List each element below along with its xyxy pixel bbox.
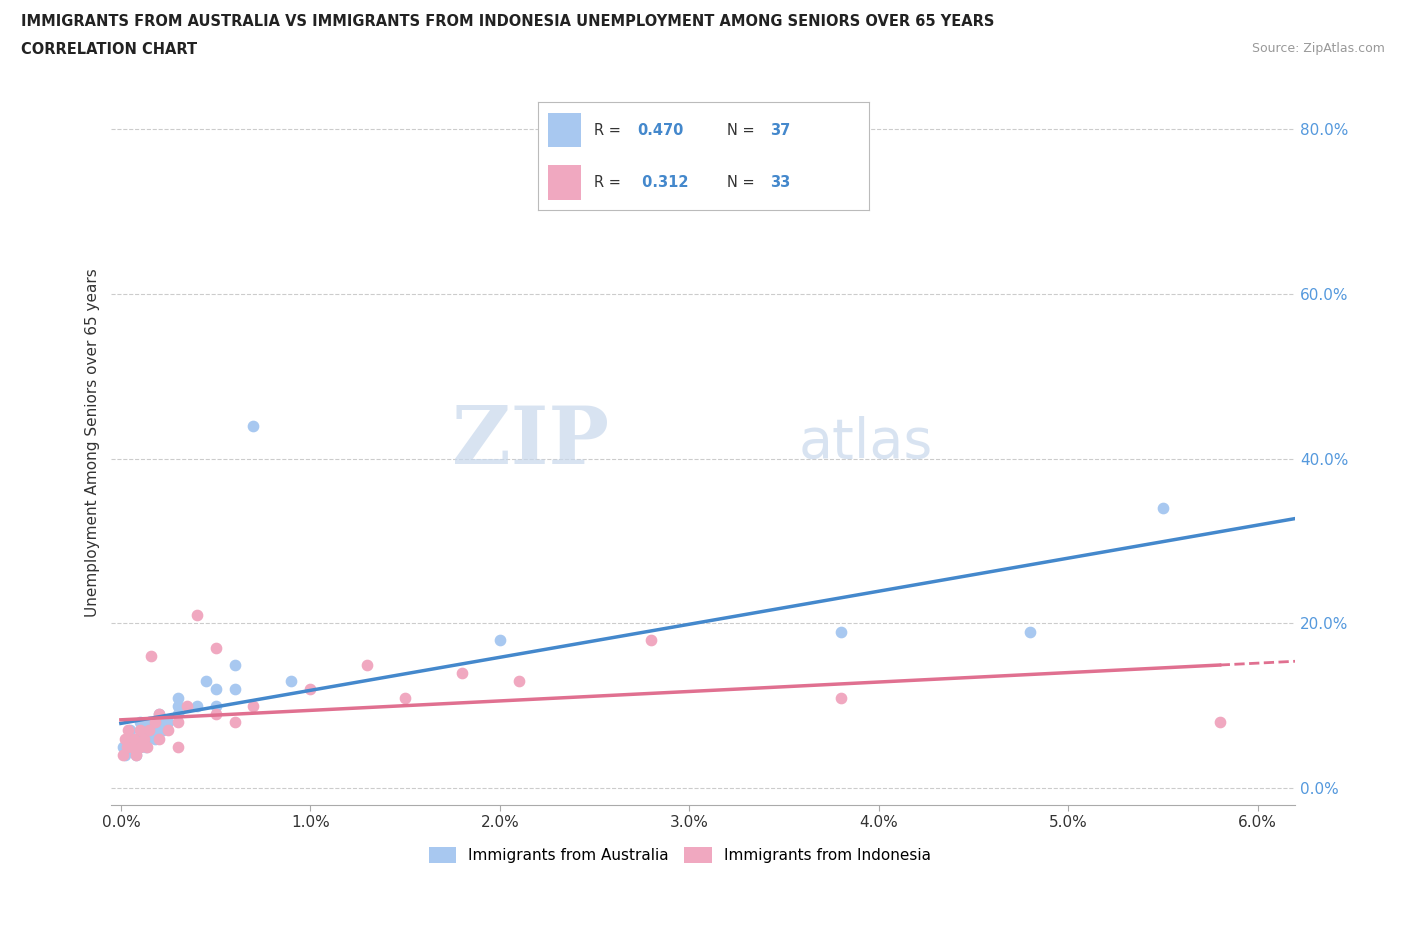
Point <box>138 723 160 737</box>
Point <box>186 607 208 622</box>
Point <box>128 739 150 754</box>
Point <box>204 682 226 697</box>
Point <box>121 739 143 754</box>
Text: IMMIGRANTS FROM AUSTRALIA VS IMMIGRANTS FROM INDONESIA UNEMPLOYMENT AMONG SENIOR: IMMIGRANTS FROM AUSTRALIA VS IMMIGRANTS … <box>21 14 994 29</box>
Point <box>128 715 150 730</box>
Point <box>204 707 226 722</box>
Point <box>157 723 180 737</box>
Point <box>143 715 166 730</box>
Point <box>166 707 188 722</box>
Point <box>138 715 160 730</box>
Point <box>1208 715 1230 730</box>
Point <box>204 698 226 713</box>
Point <box>128 739 150 754</box>
Legend: Immigrants from Australia, Immigrants from Indonesia: Immigrants from Australia, Immigrants fr… <box>422 841 936 870</box>
Point <box>299 682 322 697</box>
Point <box>640 632 662 647</box>
Point <box>186 698 208 713</box>
Point <box>120 723 142 737</box>
Point <box>134 739 156 754</box>
Point <box>508 673 530 688</box>
Point <box>166 690 188 705</box>
Point <box>830 690 852 705</box>
Point <box>117 723 139 737</box>
Point <box>115 739 138 754</box>
Point <box>141 649 163 664</box>
Point <box>141 723 163 737</box>
Point <box>125 748 148 763</box>
Point <box>152 723 174 737</box>
Point <box>148 707 170 722</box>
Point <box>148 707 170 722</box>
Point <box>132 723 155 737</box>
Point <box>204 641 226 656</box>
Point <box>1152 500 1174 515</box>
Point <box>242 418 264 433</box>
Point <box>830 624 852 639</box>
Text: atlas: atlas <box>799 416 932 470</box>
Point <box>114 748 136 763</box>
Point <box>166 739 188 754</box>
Point <box>111 739 134 754</box>
Point <box>136 731 159 746</box>
Point <box>114 731 136 746</box>
Text: ZIP: ZIP <box>451 404 609 482</box>
Point <box>148 731 170 746</box>
Point <box>122 731 145 746</box>
Point <box>356 658 378 672</box>
Point <box>176 698 198 713</box>
Point <box>394 690 416 705</box>
Text: Source: ZipAtlas.com: Source: ZipAtlas.com <box>1251 42 1385 55</box>
Point <box>148 715 170 730</box>
Point <box>132 731 155 746</box>
Point <box>157 715 180 730</box>
Point <box>166 698 188 713</box>
Point <box>121 739 143 754</box>
Point <box>1019 624 1042 639</box>
Point <box>128 723 150 737</box>
Point <box>136 739 159 754</box>
Point <box>143 731 166 746</box>
Point <box>451 665 474 680</box>
Point <box>242 698 264 713</box>
Point <box>128 731 150 746</box>
Point <box>148 723 170 737</box>
Point <box>115 731 138 746</box>
Point <box>117 739 139 754</box>
Point <box>111 748 134 763</box>
Point <box>166 715 188 730</box>
Y-axis label: Unemployment Among Seniors over 65 years: Unemployment Among Seniors over 65 years <box>86 268 100 617</box>
Text: CORRELATION CHART: CORRELATION CHART <box>21 42 197 57</box>
Point <box>125 748 148 763</box>
Point <box>488 632 510 647</box>
Point <box>224 715 246 730</box>
Point <box>195 673 218 688</box>
Point <box>224 658 246 672</box>
Point <box>224 682 246 697</box>
Point <box>280 673 302 688</box>
Point <box>122 731 145 746</box>
